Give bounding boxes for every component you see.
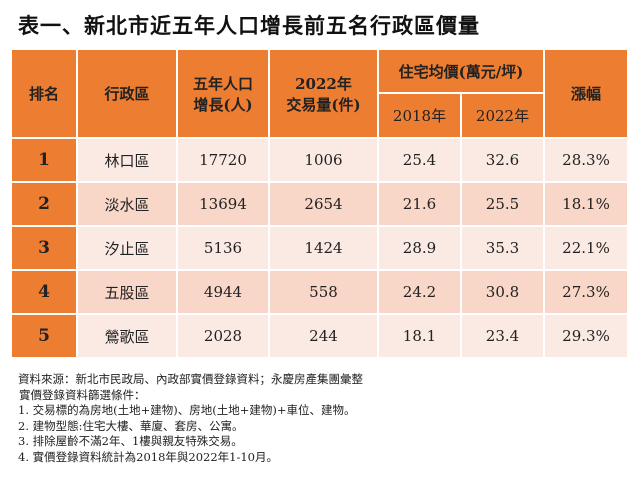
cell-district: 五股區 (76, 269, 178, 315)
cell-p2018: 28.9 (377, 225, 462, 271)
cell-volume: 1424 (268, 225, 379, 271)
header-volume-line2: 交易量(件) (286, 95, 361, 114)
cell-pop: 2028 (176, 313, 270, 359)
header-rank: 排名 (10, 48, 78, 139)
cell-volume: 558 (268, 269, 379, 315)
cell-p2022: 30.8 (460, 269, 545, 315)
header-district: 行政區 (76, 48, 178, 139)
cell-volume: 2654 (268, 181, 379, 227)
cell-p2018: 25.4 (377, 137, 462, 183)
header-price: 住宅均價(萬元/坪) (377, 48, 545, 94)
header-pop-growth: 五年人口增長(人) (176, 48, 270, 139)
header-change: 漲幅 (543, 48, 629, 139)
cell-district: 林口區 (76, 137, 178, 183)
cell-p2022: 32.6 (460, 137, 545, 183)
header-pop-growth-line1: 五年人口 (192, 74, 253, 93)
cell-pop: 17720 (176, 137, 270, 183)
note-line: 1. 交易標的為房地(土地+建物)、房地(土地+建物)+車位、建物。 (18, 403, 356, 417)
header-2022: 2022年 (460, 92, 545, 139)
table-row: 2 淡水區 13694 2654 21.6 25.5 18.1% (10, 181, 629, 227)
table-row: 1 林口區 17720 1006 25.4 32.6 28.3% (10, 137, 629, 183)
header-volume-line1: 2022年 (295, 74, 352, 93)
cell-pop: 5136 (176, 225, 270, 271)
cell-pop: 4944 (176, 269, 270, 315)
note-line: 資料來源：新北市民政局、內政部實價登錄資料；永慶房產集團彙整 (18, 372, 363, 386)
cell-rank: 5 (10, 313, 78, 359)
header-pop-growth-line2: 增長(人) (193, 95, 253, 114)
cell-p2022: 23.4 (460, 313, 545, 359)
table-row: 5 鶯歌區 2028 244 18.1 23.4 29.3% (10, 313, 629, 359)
cell-rank: 3 (10, 225, 78, 271)
cell-rank: 1 (10, 137, 78, 183)
cell-rank: 2 (10, 181, 78, 227)
cell-p2018: 24.2 (377, 269, 462, 315)
note-line: 3. 排除屋齡不滿2年、1樓與親友特殊交易。 (18, 434, 243, 448)
cell-pop: 13694 (176, 181, 270, 227)
cell-rank: 4 (10, 269, 78, 315)
cell-p2018: 21.6 (377, 181, 462, 227)
table-title: 表一、新北市近五年人口增長前五名行政區價量 (18, 13, 480, 38)
district-price-table: 排名 行政區 五年人口 增長(人) 2022年 交易量(件) 住宅均價(萬元/坪) … (10, 48, 629, 359)
cell-p2018: 18.1 (377, 313, 462, 359)
cell-p2022: 35.3 (460, 225, 545, 271)
table-row: 4 五股區 4944 558 24.2 30.8 27.3% (10, 269, 629, 315)
cell-change: 27.3% (543, 269, 629, 315)
note-line: 4. 實價登錄資料統計為2018年與2022年1-10月。 (18, 449, 278, 464)
cell-change: 28.3% (543, 137, 629, 183)
header-volume: 2022年交易量(件) (268, 48, 379, 139)
notes: 資料來源：新北市民政局、內政部實價登錄資料；永慶房產集團彙整 實價登錄資料篩選條件… (18, 372, 363, 465)
cell-change: 18.1% (543, 181, 629, 227)
cell-volume: 244 (268, 313, 379, 359)
header-2018: 2018年 (377, 92, 462, 139)
cell-district: 淡水區 (76, 181, 178, 227)
cell-p2022: 25.5 (460, 181, 545, 227)
cell-district: 鶯歌區 (76, 313, 178, 359)
cell-volume: 1006 (268, 137, 379, 183)
cell-change: 29.3% (543, 313, 629, 359)
note-line: 實價登錄資料篩選條件： (19, 387, 146, 402)
table-row: 3 汐止區 5136 1424 28.9 35.3 22.1% (10, 225, 629, 271)
cell-change: 22.1% (543, 225, 629, 271)
cell-district: 汐止區 (76, 225, 178, 271)
note-line: 2. 建物型態:住宅大樓、華廈、套房、公寓。 (18, 418, 244, 433)
